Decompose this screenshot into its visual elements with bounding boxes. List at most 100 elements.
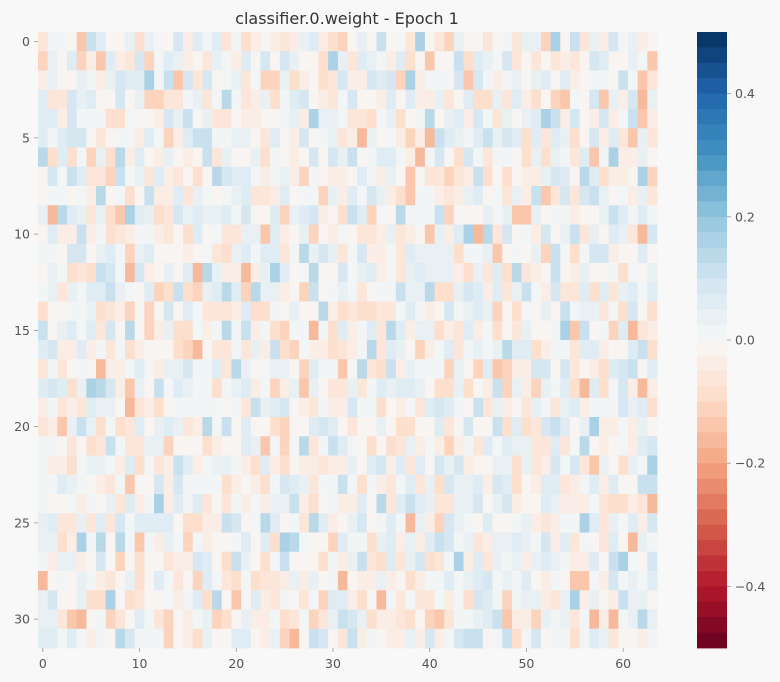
heatmap-cell: [38, 455, 49, 476]
colorbar-band: [697, 170, 727, 187]
heatmap-cell: [154, 224, 165, 245]
heatmap-cell: [579, 494, 590, 514]
heatmap-cell: [444, 590, 455, 610]
heatmap-cell: [221, 89, 232, 110]
heatmap-cell: [173, 32, 184, 52]
heatmap-cell: [76, 147, 87, 168]
heatmap-cell: [154, 474, 165, 495]
heatmap-cell: [163, 128, 174, 148]
heatmap-cell: [105, 378, 116, 399]
heatmap-cell: [86, 551, 97, 572]
heatmap-cell: [550, 378, 561, 399]
colorbar-tick-label: 0.2: [735, 209, 755, 224]
heatmap-cell: [96, 590, 107, 610]
heatmap-cell: [183, 109, 194, 129]
heatmap-cell: [299, 494, 310, 514]
heatmap-cell: [395, 51, 406, 71]
heatmap-cell: [192, 282, 203, 302]
heatmap-cell: [260, 186, 271, 206]
heatmap-cell: [463, 609, 474, 630]
heatmap-cell: [569, 166, 581, 187]
heatmap-cell: [105, 609, 116, 630]
heatmap-cell: [424, 282, 435, 302]
heatmap-cell: [560, 455, 571, 476]
heatmap-cell: [589, 205, 600, 225]
heatmap-cell: [531, 166, 542, 187]
heatmap-cell: [212, 474, 223, 495]
heatmap-cell: [163, 455, 174, 476]
heatmap-cell: [328, 166, 339, 187]
heatmap-cell: [386, 186, 397, 206]
heatmap-cell: [241, 397, 252, 418]
heatmap-cell: [125, 628, 136, 649]
heatmap-cell: [531, 51, 542, 71]
heatmap-cell: [299, 628, 310, 649]
heatmap-cell: [318, 243, 329, 264]
heatmap-cell: [405, 205, 416, 225]
heatmap-cell: [105, 320, 116, 341]
heatmap-cell: [444, 340, 455, 360]
heatmap-cell: [125, 417, 136, 437]
heatmap-cell: [308, 494, 319, 514]
heatmap-cell: [637, 513, 648, 533]
heatmap-cell: [511, 166, 522, 187]
heatmap-cell: [511, 109, 522, 129]
heatmap-cell: [405, 628, 416, 649]
heatmap-cell: [453, 224, 464, 245]
heatmap-cell: [67, 551, 78, 572]
heatmap-cell: [482, 147, 493, 168]
heatmap-cell: [260, 147, 271, 168]
heatmap-cell: [192, 109, 203, 129]
heatmap-cell: [511, 513, 522, 533]
heatmap-cell: [366, 128, 377, 148]
heatmap-cell: [444, 417, 455, 437]
heatmap-cell: [376, 551, 387, 572]
heatmap-cell: [376, 609, 387, 630]
heatmap-cell: [115, 128, 126, 148]
heatmap-cell: [105, 494, 116, 514]
heatmap-cell: [76, 455, 87, 476]
heatmap-cell: [453, 263, 464, 283]
heatmap-cell: [86, 628, 97, 649]
heatmap-cell: [241, 628, 252, 649]
heatmap-cell: [231, 417, 242, 437]
heatmap-cell: [308, 378, 319, 399]
heatmap-cell: [105, 32, 116, 52]
heatmap-cell: [424, 455, 435, 476]
heatmap-cell: [328, 147, 339, 168]
heatmap-cell: [57, 359, 68, 379]
heatmap-cell: [453, 128, 464, 148]
heatmap-cell: [38, 263, 49, 283]
heatmap-cell: [550, 224, 561, 245]
heatmap-cell: [540, 455, 552, 476]
heatmap-cell: [618, 263, 629, 283]
heatmap-cell: [453, 513, 464, 533]
heatmap-cell: [560, 571, 571, 591]
heatmap-cell: [192, 551, 203, 572]
heatmap-cell: [67, 89, 78, 110]
heatmap-cell: [328, 205, 339, 225]
heatmap-cell: [424, 436, 435, 456]
heatmap-cell: [96, 359, 107, 379]
heatmap-cell: [67, 147, 78, 168]
heatmap-cell: [328, 397, 339, 418]
heatmap-cell: [502, 359, 513, 379]
colorbar-band: [697, 263, 727, 279]
heatmap-cell: [86, 205, 97, 225]
heatmap-cell: [540, 128, 552, 148]
heatmap-cell: [318, 378, 329, 399]
heatmap-cell: [569, 609, 581, 630]
heatmap-cell: [337, 147, 348, 168]
heatmap-cell: [202, 70, 213, 91]
heatmap-cell: [444, 571, 455, 591]
heatmap-cell: [540, 378, 552, 399]
colorbar: [697, 32, 727, 649]
colorbar-band: [697, 355, 727, 372]
heatmap-cell: [482, 205, 493, 225]
colorbar-band: [697, 509, 727, 526]
colorbar-band: [697, 617, 727, 633]
heatmap-cell: [579, 186, 590, 206]
heatmap-cell: [386, 609, 397, 630]
heatmap-cell: [57, 224, 68, 245]
heatmap-cell: [270, 417, 281, 437]
